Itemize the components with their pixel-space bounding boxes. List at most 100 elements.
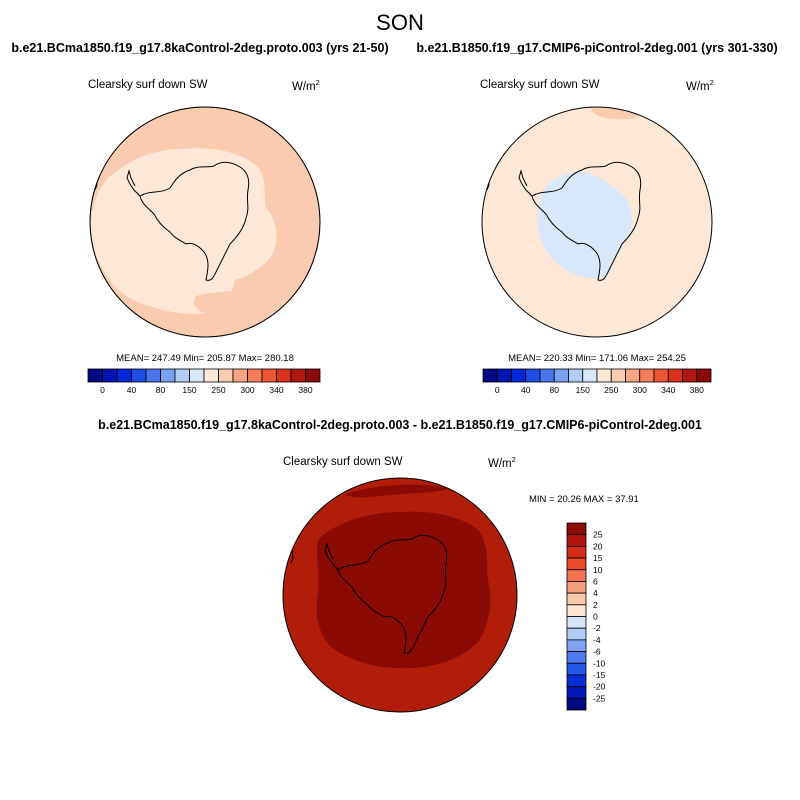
- panel-2-colorbar-label: 340: [661, 385, 675, 395]
- panel-2-units-base: W/m: [686, 81, 710, 93]
- panel-3-colorbar-swatch: [566, 627, 587, 641]
- panel-2-colorbar-label: 40: [521, 385, 531, 395]
- panel-3-map: [283, 478, 517, 712]
- panel-3-colorbar-swatch: [566, 651, 587, 664]
- panel-3-colorbar-swatch: [566, 522, 587, 536]
- panel-1-colorbar-swatch: [203, 368, 219, 383]
- panel-1-colorbar-label: 340: [269, 385, 283, 395]
- panel-1-colorbar-swatch: [305, 368, 321, 383]
- panel-1-colorbar-swatch: [87, 368, 103, 383]
- panel-3-variable-label: Clearsky surf down SW: [283, 456, 403, 468]
- panel-3-colorbar-swatch: [566, 674, 587, 688]
- panel-1-colorbar-swatch: [276, 368, 292, 383]
- panel-2-colorbar-label: 300: [633, 385, 647, 395]
- panel-1-colorbar-swatch: [116, 368, 132, 383]
- panel-3-field-inner: [316, 511, 491, 669]
- panel-3-colorbar-swatch: [566, 662, 587, 676]
- panel-1-colorbar-swatch: [174, 368, 190, 383]
- panel-3-colorbar-label: -20: [593, 682, 606, 692]
- panel-3-colorbar-label: 6: [593, 576, 598, 586]
- panel-2: b.e21.B1850.f19_g17.CMIP6-piControl-2deg…: [416, 41, 777, 395]
- panel-1-colorbar-swatch: [145, 368, 161, 383]
- panel-3-colorbar-swatch: [566, 604, 587, 617]
- panel-2-map: [482, 107, 712, 337]
- panel-3-colorbar-label: -25: [593, 693, 606, 703]
- panel-1-colorbar-swatch: [160, 368, 176, 383]
- panel-3-colorbar-label: 20: [593, 541, 603, 551]
- panel-1-title: b.e21.BCma1850.f19_g17.8kaControl-2deg.p…: [11, 41, 388, 55]
- panel-2-colorbar-swatch: [639, 368, 655, 383]
- panel-3-colorbar-label: -10: [593, 658, 606, 668]
- panel-2-title: b.e21.B1850.f19_g17.CMIP6-piControl-2deg…: [416, 41, 777, 55]
- panel-3-peninsula: [324, 542, 339, 571]
- panel-3-colorbar-swatch: [566, 557, 587, 571]
- panel-1-colorbar-swatch: [232, 368, 248, 383]
- panel-1-colorbar-label: 300: [240, 385, 254, 395]
- panel-3: b.e21.BCma1850.f19_g17.8kaControl-2deg.p…: [98, 418, 702, 713]
- panel-2-variable-label: Clearsky surf down SW: [480, 79, 600, 91]
- panel-2-colorbar-swatch: [539, 368, 555, 383]
- panel-3-field-inner-top: [345, 484, 450, 498]
- panel-2-colorbar-swatch: [553, 368, 569, 383]
- panel-1-variable-label: Clearsky surf down SW: [88, 79, 208, 91]
- panel-2-colorbar-swatch: [696, 368, 712, 383]
- panel-3-colorbar-label: 0: [593, 612, 598, 622]
- panel-3-stats: MIN = 20.26 MAX = 37.91: [529, 494, 639, 505]
- panel-3-colorbar-label: -6: [593, 647, 601, 657]
- panel-3-colorbar-label: 4: [593, 588, 598, 598]
- panel-3-units-exp: 2: [512, 455, 516, 464]
- panel-3-colorbar-label: 15: [593, 553, 603, 563]
- panel-1-colorbar-label: 80: [156, 385, 166, 395]
- panel-2-colorbar-swatch: [596, 368, 612, 383]
- panel-1-colorbar-label: 380: [298, 385, 312, 395]
- panel-3-colorbar-swatch: [566, 581, 587, 594]
- panel-2-colorbar-label: 250: [604, 385, 618, 395]
- panel-3-antarctica-coast: [337, 534, 448, 654]
- panel-2-colorbar-swatch: [511, 368, 527, 383]
- panel-2-units: W/m2: [686, 78, 714, 93]
- panel-3-units: W/m2: [488, 455, 516, 470]
- panel-1-colorbar-swatch: [290, 368, 306, 383]
- panel-3-colorbar-label: -2: [593, 623, 601, 633]
- panel-2-peninsula: [518, 169, 533, 197]
- panel-1-colorbar-swatch: [261, 368, 277, 383]
- panel-1-antarctica-coast: [139, 161, 250, 281]
- panel-2-colorbar: 0 40 80 150 250 300 340 380: [482, 368, 712, 395]
- panel-3-colorbar-label: 2: [593, 600, 598, 610]
- panel-2-colorbar-swatch: [625, 368, 641, 383]
- panel-3-colorbar-label: -4: [593, 635, 601, 645]
- panel-2-units-exp: 2: [710, 78, 714, 87]
- panel-1-colorbar-swatch: [102, 368, 118, 383]
- panel-2-colorbar-swatch: [482, 368, 498, 383]
- panel-1-colorbar-label: 250: [211, 385, 225, 395]
- panel-1-colorbar: 0 40 80 150 250 300 340 380: [87, 368, 321, 395]
- panel-2-colorbar-swatch: [653, 368, 669, 383]
- panel-1-colorbar-label: 150: [182, 385, 196, 395]
- panel-2-colorbar-swatch: [525, 368, 541, 383]
- panel-1-field-inner: [91, 148, 277, 314]
- panel-2-colorbar-swatch: [610, 368, 626, 383]
- panel-1-units-base: W/m: [292, 81, 316, 93]
- panel-2-field-inner: [537, 171, 632, 279]
- panel-2-stats: MEAN= 220.33 Min= 171.06 Max= 254.25: [508, 353, 686, 364]
- panel-1: b.e21.BCma1850.f19_g17.8kaControl-2deg.p…: [11, 41, 388, 395]
- panel-3-colorbar-swatch: [566, 639, 587, 652]
- panel-1-colorbar-swatch: [189, 368, 205, 383]
- panel-2-colorbar-label: 0: [495, 385, 500, 395]
- panel-1-colorbar-label: 0: [100, 385, 105, 395]
- panel-2-colorbar-label: 150: [576, 385, 590, 395]
- panel-3-colorbar-swatch: [566, 592, 587, 606]
- panel-3-colorbar-swatch: [566, 616, 587, 629]
- panel-2-colorbar-swatch: [568, 368, 584, 383]
- panel-3-colorbar-swatch: [566, 697, 587, 711]
- panel-3-colorbar-swatch: [566, 686, 587, 699]
- panel-3-units-base: W/m: [488, 458, 512, 470]
- panel-2-colorbar-swatch: [682, 368, 698, 383]
- panel-3-colorbar-swatch: [566, 569, 587, 582]
- panel-1-colorbar-label: 40: [127, 385, 137, 395]
- panel-1-colorbar-swatch: [218, 368, 234, 383]
- panel-2-colorbar-swatch: [496, 368, 512, 383]
- panel-3-colorbar-label: 25: [593, 530, 603, 540]
